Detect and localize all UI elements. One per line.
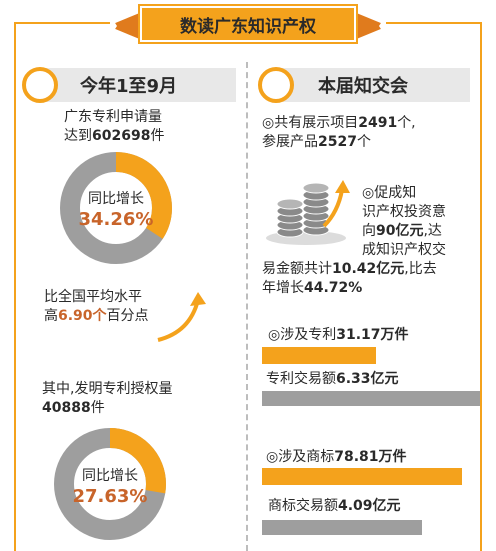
- donut-chart-apps: [60, 152, 172, 264]
- avg-text: 比全国平均水平 高6.90个百分点: [44, 289, 149, 324]
- patent-trade-bar: [262, 391, 480, 406]
- donut1-value: 34.26%: [78, 209, 154, 230]
- patent-apps-text: 广东专利申请量 达到602698件: [64, 109, 165, 144]
- invest-text-top: ◎促成知 识产权投资意 向90亿元,达 成知识产权交: [362, 185, 446, 258]
- frame-right: [480, 22, 482, 551]
- patent-items-bar: [262, 347, 376, 364]
- donut-growth-arc: [54, 428, 166, 540]
- patent-items-label: ◎涉及专利31.17万件: [268, 327, 409, 343]
- left-section-header: 今年1至9月: [40, 68, 236, 102]
- frame-left: [14, 22, 16, 551]
- trademark-items-label: ◎涉及商标78.81万件: [266, 449, 407, 465]
- frame-top-right: [386, 22, 482, 24]
- column-divider: [246, 62, 248, 551]
- grants-text: 其中,发明专利授权量 40888件: [42, 381, 173, 416]
- donut-chart-grants: [54, 428, 166, 540]
- exhibit-text: ◎共有展示项目2491个, 参展产品2527个: [262, 115, 416, 150]
- left-section-title: 今年1至9月: [80, 76, 178, 97]
- coin-stack-icon: [266, 180, 350, 245]
- growth-arrow-icon: [157, 292, 206, 342]
- donut2-value: 27.63%: [72, 486, 148, 507]
- page-title: 数读广东知识产权: [140, 6, 356, 42]
- invest-text-bottom: 易金额共计10.42亿元,比去 年增长44.72%: [262, 261, 437, 296]
- ring-icon: [22, 67, 58, 103]
- title-banner: 数读广东知识产权: [108, 4, 388, 44]
- right-section-title: 本届知交会: [318, 76, 408, 97]
- trademark-trade-bar: [262, 520, 422, 535]
- trademark-items-bar: [262, 468, 462, 485]
- patent-trade-label: 专利交易额6.33亿元: [266, 371, 399, 387]
- trademark-trade-label: 商标交易额4.09亿元: [268, 498, 401, 514]
- donut2-label: 同比增长 27.63%: [52, 467, 168, 507]
- right-section-header: 本届知交会: [278, 68, 470, 102]
- donut1-label: 同比增长 34.26%: [58, 190, 174, 230]
- ring-icon: [258, 67, 294, 103]
- donut-growth-arc: [60, 152, 172, 264]
- frame-top-left: [14, 22, 110, 24]
